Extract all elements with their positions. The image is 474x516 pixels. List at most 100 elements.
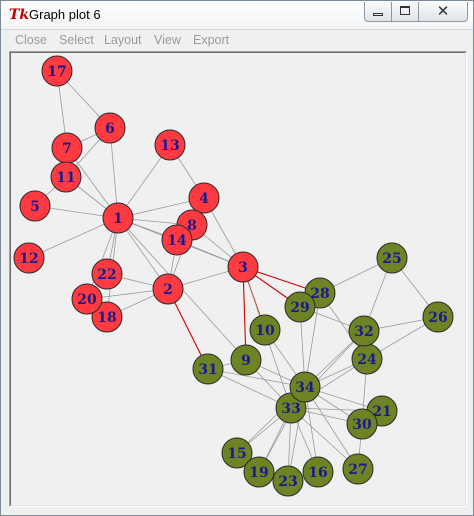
node-label: 3 [238,260,248,276]
graph-node-26[interactable]: 26 [422,301,454,333]
graph-node-15[interactable]: 15 [221,437,253,469]
node-circle[interactable] [154,129,186,161]
graph-node-5[interactable]: 5 [19,190,51,222]
node-circle[interactable] [272,465,304,497]
node-label: 6 [105,121,115,137]
node-circle[interactable] [94,112,126,144]
node-label: 22 [97,267,116,283]
node-circle[interactable] [346,408,378,440]
graph-node-18[interactable]: 18 [91,301,123,333]
node-circle[interactable] [249,314,281,346]
close-icon: ✕ [436,2,450,20]
graph-node-4[interactable]: 4 [188,182,220,214]
graph-node-19[interactable]: 19 [243,456,275,488]
node-label: 25 [382,251,401,267]
node-circle[interactable] [71,283,103,315]
node-label: 21 [372,404,391,420]
node-circle[interactable] [243,456,275,488]
graph-node-25[interactable]: 25 [376,242,408,274]
node-circle[interactable] [342,453,374,485]
node-label: 30 [352,417,372,433]
maximize-icon [400,6,410,15]
title-bar[interactable]: Tk Graph plot 6 ✕ [1,1,473,30]
graph-edge [207,368,306,388]
node-label: 26 [428,310,447,326]
node-label: 17 [47,64,66,80]
node-circle[interactable] [19,190,51,222]
node-label: 9 [241,353,251,369]
graph-node-21[interactable]: 21 [366,395,398,427]
node-circle[interactable] [192,353,224,385]
node-label: 29 [290,300,309,316]
graph-node-22[interactable]: 22 [91,258,123,290]
node-layer: 1234567811121314171820229101516192123242… [13,55,454,497]
graph-node-7[interactable]: 7 [51,132,83,164]
node-label: 19 [249,465,268,481]
node-circle[interactable] [422,301,454,333]
graph-node-3[interactable]: 3 [227,251,259,283]
graph-node-2[interactable]: 2 [152,273,184,305]
graph-node-14[interactable]: 14 [161,224,193,256]
node-circle[interactable] [302,456,334,488]
graph-node-13[interactable]: 13 [154,129,186,161]
graph-node-9[interactable]: 9 [230,344,262,376]
node-label: 18 [97,310,116,326]
graph-edge [304,292,321,388]
graph-node-31[interactable]: 31 [192,353,224,385]
node-label: 14 [167,233,187,249]
window-title: Graph plot 6 [29,7,101,22]
graph-node-10[interactable]: 10 [249,314,281,346]
node-circle[interactable] [284,291,316,323]
node-label: 1 [113,211,123,227]
node-label: 33 [281,401,300,417]
node-circle[interactable] [41,55,73,87]
graph-node-29[interactable]: 29 [284,291,316,323]
graph-node-16[interactable]: 16 [302,456,334,488]
menu-export[interactable]: Export [193,33,230,47]
node-circle[interactable] [91,258,123,290]
node-label: 11 [56,170,75,186]
node-circle[interactable] [227,251,259,283]
menu-select[interactable]: Select [59,33,94,47]
graph-node-24[interactable]: 24 [351,343,383,375]
graph-node-6[interactable]: 6 [94,112,126,144]
node-circle[interactable] [289,371,321,403]
node-circle[interactable] [161,224,193,256]
node-label: 34 [295,380,315,396]
graph-node-32[interactable]: 32 [348,315,380,347]
node-circle[interactable] [50,161,82,193]
minimize-icon [373,13,383,16]
node-circle[interactable] [230,344,262,376]
node-circle[interactable] [188,182,220,214]
node-circle[interactable] [348,315,380,347]
graph-node-23[interactable]: 23 [272,465,304,497]
node-circle[interactable] [376,242,408,274]
graph-node-30[interactable]: 30 [346,408,378,440]
node-label: 13 [160,138,179,154]
node-circle[interactable] [91,301,123,333]
node-circle[interactable] [152,273,184,305]
node-label: 20 [77,292,97,308]
graph-node-34[interactable]: 34 [289,371,321,403]
node-label: 12 [19,251,38,267]
close-window-button[interactable]: ✕ [418,2,468,22]
graph-node-27[interactable]: 27 [342,453,374,485]
node-circle[interactable] [102,202,134,234]
graph-node-11[interactable]: 11 [50,161,82,193]
menu-bar: Close Select Layout View Export [9,32,467,50]
graph-node-20[interactable]: 20 [71,283,103,315]
graph-node-12[interactable]: 12 [13,242,45,274]
node-label: 4 [199,191,209,207]
node-circle[interactable] [221,437,253,469]
graph-node-1[interactable]: 1 [102,202,134,234]
node-label: 16 [308,465,327,481]
menu-view[interactable]: View [154,33,181,47]
menu-layout[interactable]: Layout [104,33,142,47]
menu-close[interactable]: Close [15,33,47,47]
graph-edge [28,217,119,259]
graph-edge [304,386,359,470]
node-circle[interactable] [13,242,45,274]
node-label: 24 [357,352,377,368]
graph-node-17[interactable]: 17 [41,55,73,87]
